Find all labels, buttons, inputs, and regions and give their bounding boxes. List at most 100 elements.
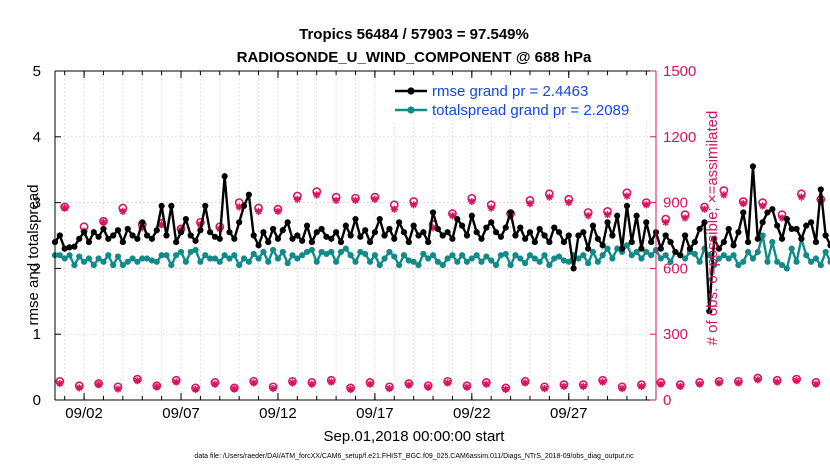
totalspread-point bbox=[822, 248, 829, 256]
totalspread-point bbox=[192, 246, 199, 254]
rmse-point bbox=[585, 245, 592, 252]
x-tick-label: 09/12 bbox=[259, 405, 297, 422]
rmse-point bbox=[124, 225, 131, 233]
obs-assimilated-marker bbox=[463, 383, 471, 391]
obs-assimilated-marker bbox=[773, 378, 781, 386]
obs-assimilated-stroke bbox=[328, 378, 335, 386]
totalspread-point bbox=[657, 255, 664, 262]
totalspread-point bbox=[764, 258, 771, 265]
totalspread-point bbox=[740, 258, 747, 265]
rmse-point bbox=[303, 222, 311, 229]
obs-assimilated-stroke bbox=[502, 386, 509, 393]
totalspread-point bbox=[313, 258, 320, 265]
obs-assimilated-marker bbox=[565, 199, 573, 207]
obs-assimilated-stroke bbox=[56, 380, 63, 387]
rmse-point bbox=[546, 238, 553, 246]
totalspread-point bbox=[396, 262, 403, 269]
totalspread-point bbox=[66, 252, 73, 259]
obs-assimilated-marker bbox=[99, 218, 108, 226]
obs-assimilated-marker bbox=[797, 193, 806, 201]
rmse-point bbox=[216, 235, 223, 242]
rmse-point bbox=[173, 238, 180, 246]
totalspread-point bbox=[410, 258, 417, 265]
obs-assimilated-stroke bbox=[255, 208, 262, 215]
totalspread-point bbox=[473, 252, 480, 259]
obs-assimilated-marker bbox=[579, 382, 587, 391]
totalspread-point bbox=[105, 252, 112, 259]
totalspread-point bbox=[429, 252, 437, 259]
obs-assimilated-stroke bbox=[759, 202, 766, 209]
rmse-point bbox=[735, 229, 742, 236]
rmse-point bbox=[240, 202, 248, 209]
rmse-point bbox=[575, 232, 582, 239]
rmse-point bbox=[492, 229, 500, 236]
obs-assimilated-marker bbox=[545, 193, 553, 201]
totalspread-point bbox=[638, 255, 645, 262]
rmse-point bbox=[459, 222, 466, 229]
totalspread-point bbox=[216, 258, 223, 265]
obs-assimilated-marker bbox=[715, 379, 723, 387]
totalspread-point bbox=[177, 248, 185, 256]
rmse-point bbox=[812, 238, 820, 246]
totalspread-point bbox=[788, 245, 795, 252]
totalspread-point bbox=[245, 258, 252, 265]
rmse-point bbox=[759, 219, 766, 226]
rmse-point bbox=[701, 219, 708, 226]
rmse-point bbox=[667, 238, 674, 246]
totalspread-point bbox=[90, 262, 97, 269]
rmse-point bbox=[793, 225, 800, 233]
obs-assimilated-marker bbox=[313, 191, 321, 199]
obs-assimilated-marker bbox=[812, 380, 820, 388]
obs-assimilated-marker bbox=[390, 205, 398, 213]
obs-assimilated-stroke bbox=[720, 191, 727, 198]
totalspread-point bbox=[609, 255, 616, 262]
obs-assimilated-marker bbox=[153, 383, 161, 391]
rmse-point bbox=[342, 222, 349, 229]
obs-assimilated-stroke bbox=[211, 381, 218, 388]
obs-assimilated-marker bbox=[250, 379, 258, 387]
rmse-point bbox=[260, 229, 267, 236]
totalspread-point bbox=[139, 255, 146, 262]
rmse-point bbox=[85, 238, 93, 246]
totalspread-point bbox=[240, 255, 248, 262]
obs-assimilated-stroke bbox=[463, 384, 471, 391]
right-tick-label: 1200 bbox=[663, 129, 696, 146]
totalspread-point bbox=[71, 262, 78, 269]
obs-assimilated-marker bbox=[637, 382, 646, 391]
rmse-point bbox=[410, 222, 417, 229]
legend-spread-marker bbox=[407, 106, 415, 114]
obs-assimilated-marker bbox=[618, 384, 626, 393]
rmse-point bbox=[323, 233, 330, 240]
rmse-point bbox=[657, 245, 664, 252]
obs-assimilated-marker bbox=[405, 381, 413, 389]
totalspread-point bbox=[483, 253, 490, 260]
obs-assimilated-marker bbox=[308, 380, 316, 388]
obs-assimilated-stroke bbox=[754, 376, 761, 383]
chart-title-line1: Tropics 56484 / 57903 = 97.549% bbox=[299, 26, 529, 43]
totalspread-point bbox=[628, 252, 635, 259]
rmse-point bbox=[672, 248, 679, 256]
totalspread-point bbox=[507, 262, 514, 269]
rmse-point bbox=[580, 229, 587, 236]
rmse-point bbox=[61, 245, 68, 252]
rmse-point bbox=[80, 229, 88, 236]
rmse-point bbox=[560, 238, 568, 246]
totalspread-point bbox=[459, 252, 466, 259]
obs-assimilated-stroke bbox=[270, 385, 277, 392]
rmse-point bbox=[483, 224, 490, 231]
rmse-point bbox=[177, 229, 185, 236]
rmse-point bbox=[730, 242, 737, 249]
obs-assimilated-stroke bbox=[546, 194, 553, 201]
totalspread-point bbox=[696, 258, 703, 265]
totalspread-point bbox=[580, 252, 587, 259]
totalspread-point bbox=[231, 252, 238, 259]
obs-assimilated-marker bbox=[114, 385, 122, 393]
obs-assimilated-stroke bbox=[585, 212, 592, 219]
right-tick-label: 300 bbox=[663, 326, 688, 343]
totalspread-point bbox=[110, 262, 117, 269]
totalspread-point bbox=[279, 248, 286, 256]
totalspread-point bbox=[454, 258, 461, 265]
obs-assimilated-stroke bbox=[366, 381, 374, 388]
legend-spread-label: totalspread grand pr = 2.2089 bbox=[432, 102, 629, 119]
rmse-point bbox=[110, 232, 117, 239]
